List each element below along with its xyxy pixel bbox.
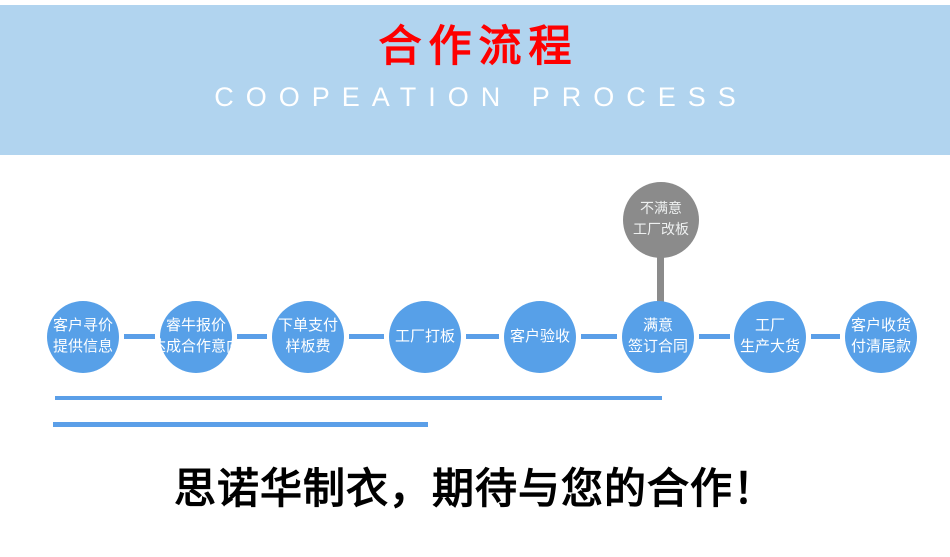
step-label-line: 签订合同 — [627, 339, 688, 355]
connector-line — [124, 334, 155, 339]
step-label-line: 付清尾款 — [850, 339, 911, 355]
page-subtitle: COOPEATION PROCESS — [214, 82, 748, 112]
step-label-line: 工厂打板 — [394, 328, 455, 345]
flow-step-3-order: 下单支付 样板费 — [272, 301, 344, 373]
connector-line — [699, 334, 730, 339]
connector-line — [466, 334, 499, 339]
page-title: 合作流程 — [378, 23, 579, 71]
flow-step-2-quote: 睿牛报价 达成合作意向 — [151, 301, 241, 373]
step-label-line: 客户寻价 — [52, 318, 113, 334]
divider-line-top — [55, 396, 662, 400]
header-banner: 合作流程 COOPEATION PROCESS — [0, 5, 950, 155]
flow-step-1-inquiry: 客户寻价 提供信息 — [47, 301, 119, 373]
flow-step-5-acceptance: 客户验收 — [504, 301, 576, 373]
alt-branch-connector-line — [657, 257, 664, 303]
flow-step-6-contract: 满意 签订合同 — [622, 301, 694, 373]
connector-line — [811, 334, 840, 339]
step-label-line: 生产大货 — [739, 339, 800, 355]
flow-alt-node-line2: 工厂改板 — [633, 223, 689, 238]
flow-alt-node-line1: 不满意 — [640, 202, 682, 217]
step-label-line: 达成合作意向 — [151, 339, 242, 355]
connector-line — [349, 334, 384, 339]
step-label-line: 客户收货 — [850, 318, 911, 334]
flow-alt-node-rework: 不满意 工厂改板 — [623, 182, 699, 258]
step-label-line: 下单支付 — [277, 318, 338, 334]
step-label-line: 工厂 — [754, 318, 785, 334]
flow-step-4-sample: 工厂打板 — [389, 301, 461, 373]
connector-line — [581, 334, 617, 339]
footer-slogan: 思诺华制衣，期待与您的合作！ — [173, 467, 776, 513]
divider-line-bottom — [53, 422, 428, 427]
flow-step-7-production: 工厂 生产大货 — [734, 301, 806, 373]
flow-step-8-delivery: 客户收货 付清尾款 — [845, 301, 917, 373]
step-label-line: 满意 — [642, 318, 673, 334]
step-label-line: 样板费 — [285, 339, 331, 355]
step-label-line: 提供信息 — [52, 339, 113, 355]
step-label-line: 客户验收 — [509, 328, 570, 345]
connector-line — [237, 334, 267, 339]
step-label-line: 睿牛报价 — [165, 318, 226, 334]
